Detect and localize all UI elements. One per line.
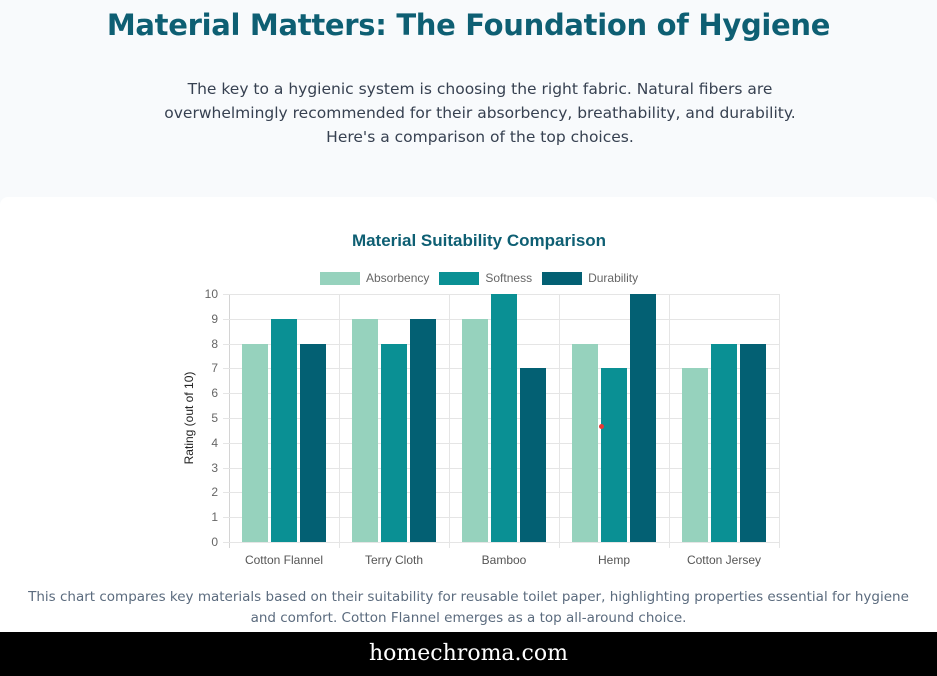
- plot-area: [223, 294, 780, 548]
- bar-softness-terry-cloth[interactable]: [381, 343, 407, 542]
- gridline-vertical: [779, 294, 780, 548]
- intro-paragraph: The key to a hygienic system is choosing…: [164, 80, 796, 146]
- y-tick-label: 3: [211, 460, 218, 475]
- chart-caption: This chart compares key materials based …: [28, 589, 909, 626]
- cursor-marker: [599, 424, 604, 429]
- legend-item-softness[interactable]: Softness: [439, 271, 532, 285]
- y-tick-label: 4: [211, 435, 218, 450]
- bar-durability-cotton-flannel[interactable]: [300, 343, 326, 542]
- bar-absorbency-bamboo[interactable]: [462, 318, 488, 542]
- page-title: Material Matters: The Foundation of Hygi…: [106, 8, 831, 42]
- footer-bar: homechroma.com: [0, 632, 937, 676]
- gridline-vertical: [449, 294, 450, 548]
- y-tick-label: 10: [204, 287, 218, 301]
- legend-label: Softness: [485, 271, 533, 285]
- y-tick-label: 6: [211, 386, 218, 401]
- y-axis-line: [229, 294, 230, 548]
- bar-softness-hemp[interactable]: [601, 368, 627, 542]
- legend-swatch: [320, 271, 360, 285]
- chart-legend: Absorbency Softness Durability: [320, 270, 648, 286]
- x-tick-label: Terry Cloth: [364, 553, 423, 567]
- legend-swatch: [439, 271, 480, 285]
- legend-label: Durability: [588, 271, 639, 285]
- gridline-horizontal: [223, 542, 779, 543]
- bar-durability-terry-cloth[interactable]: [410, 318, 436, 542]
- y-tick-label: 0: [211, 535, 218, 549]
- legend-swatch: [542, 271, 583, 285]
- bar-softness-cotton-flannel[interactable]: [271, 318, 297, 542]
- bar-absorbency-terry-cloth[interactable]: [352, 318, 378, 542]
- bar-durability-hemp[interactable]: [630, 294, 656, 542]
- chart-title: Material Suitability Comparison: [351, 231, 607, 250]
- y-tick-label: 9: [211, 311, 218, 326]
- bar-softness-cotton-jersey[interactable]: [711, 343, 737, 542]
- bar-durability-cotton-jersey[interactable]: [740, 343, 766, 542]
- bar-absorbency-cotton-flannel[interactable]: [242, 343, 268, 542]
- y-tick-label: 8: [211, 336, 218, 351]
- bar-softness-bamboo[interactable]: [491, 294, 517, 542]
- gridline-vertical: [339, 294, 340, 548]
- bar-durability-bamboo[interactable]: [520, 368, 546, 542]
- x-tick-label: Hemp: [597, 553, 630, 567]
- x-tick-label: Cotton Flannel: [244, 553, 324, 567]
- gridline-vertical: [559, 294, 560, 548]
- bar-absorbency-cotton-jersey[interactable]: [682, 368, 708, 542]
- y-tick-label: 7: [211, 361, 218, 376]
- legend-item-durability[interactable]: Durability: [542, 271, 638, 285]
- hero-section: Material Matters: The Foundation of Hygi…: [0, 0, 937, 198]
- y-tick-label: 1: [211, 510, 218, 525]
- bar-absorbency-hemp[interactable]: [572, 343, 598, 542]
- legend-item-absorbency[interactable]: Absorbency: [320, 271, 429, 285]
- y-tick-label: 2: [211, 485, 218, 500]
- y-tick-label: 5: [211, 411, 218, 425]
- legend-label: Absorbency: [366, 271, 430, 285]
- x-tick-label: Bamboo: [481, 553, 527, 567]
- gridline-vertical: [669, 294, 670, 548]
- x-tick-label: Cotton Jersey: [686, 553, 762, 567]
- footer-site-name: homechroma.com: [369, 641, 568, 666]
